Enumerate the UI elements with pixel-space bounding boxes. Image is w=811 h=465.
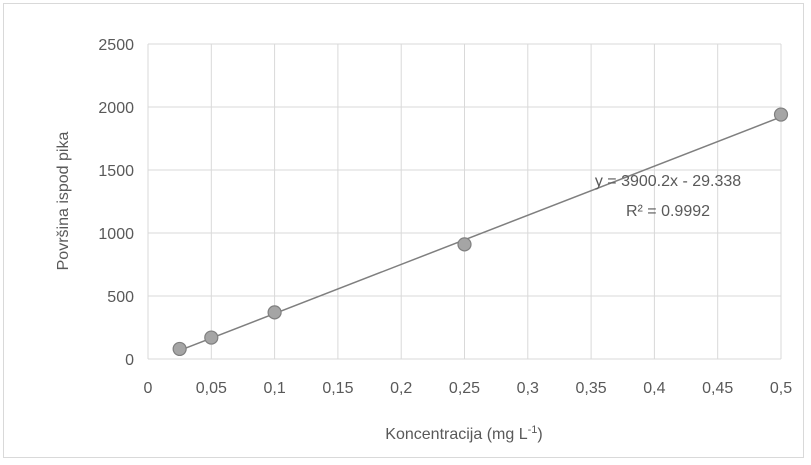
x-tick-label: 0,35	[576, 380, 607, 397]
x-tick-label: 0	[144, 380, 153, 397]
tick-labels: 0 500 1000 1500 2000 2500 0 0,05 0,1 0,15 0,2 0,25 0…	[98, 37, 792, 397]
chart-frame	[3, 3, 804, 458]
x-tick-label: 0,1	[263, 380, 285, 397]
x-axis-title: Koncentracija (mg L-1)	[385, 424, 542, 443]
trendline-equation: y = 3900.2x - 29.338	[595, 173, 741, 190]
y-tick-label: 1500	[98, 163, 134, 180]
x-tick-label: 0,15	[322, 380, 353, 397]
data-points	[172, 107, 789, 357]
x-tick-label: 0,5	[770, 380, 792, 397]
y-tick-label: 2000	[98, 100, 134, 117]
x-tick-label: 0,05	[196, 380, 227, 397]
x-axis-title-sup: -1	[528, 424, 538, 436]
x-axis-title-main: Koncentracija (mg L	[385, 426, 527, 443]
grid-lines	[147, 43, 782, 360]
r-squared-label: R² = 0.9992	[626, 203, 710, 220]
y-tick-label: 500	[107, 289, 134, 306]
y-tick-label: 2500	[98, 37, 134, 54]
x-axis-title-end: )	[537, 426, 542, 443]
x-tick-label: 0,45	[702, 380, 733, 397]
x-tick-label: 0,4	[643, 380, 665, 397]
data-point	[172, 341, 187, 357]
x-tick-label: 0,3	[517, 380, 539, 397]
data-point	[204, 330, 219, 345]
data-point	[457, 237, 472, 252]
data-point	[267, 305, 282, 320]
data-point	[773, 107, 789, 122]
x-tick-label: 0,25	[449, 380, 480, 397]
y-tick-label: 0	[125, 352, 134, 369]
y-axis-title: Površina ispod pika	[55, 132, 72, 271]
y-tick-label: 1000	[98, 226, 134, 243]
x-tick-label: 0,2	[390, 380, 412, 397]
